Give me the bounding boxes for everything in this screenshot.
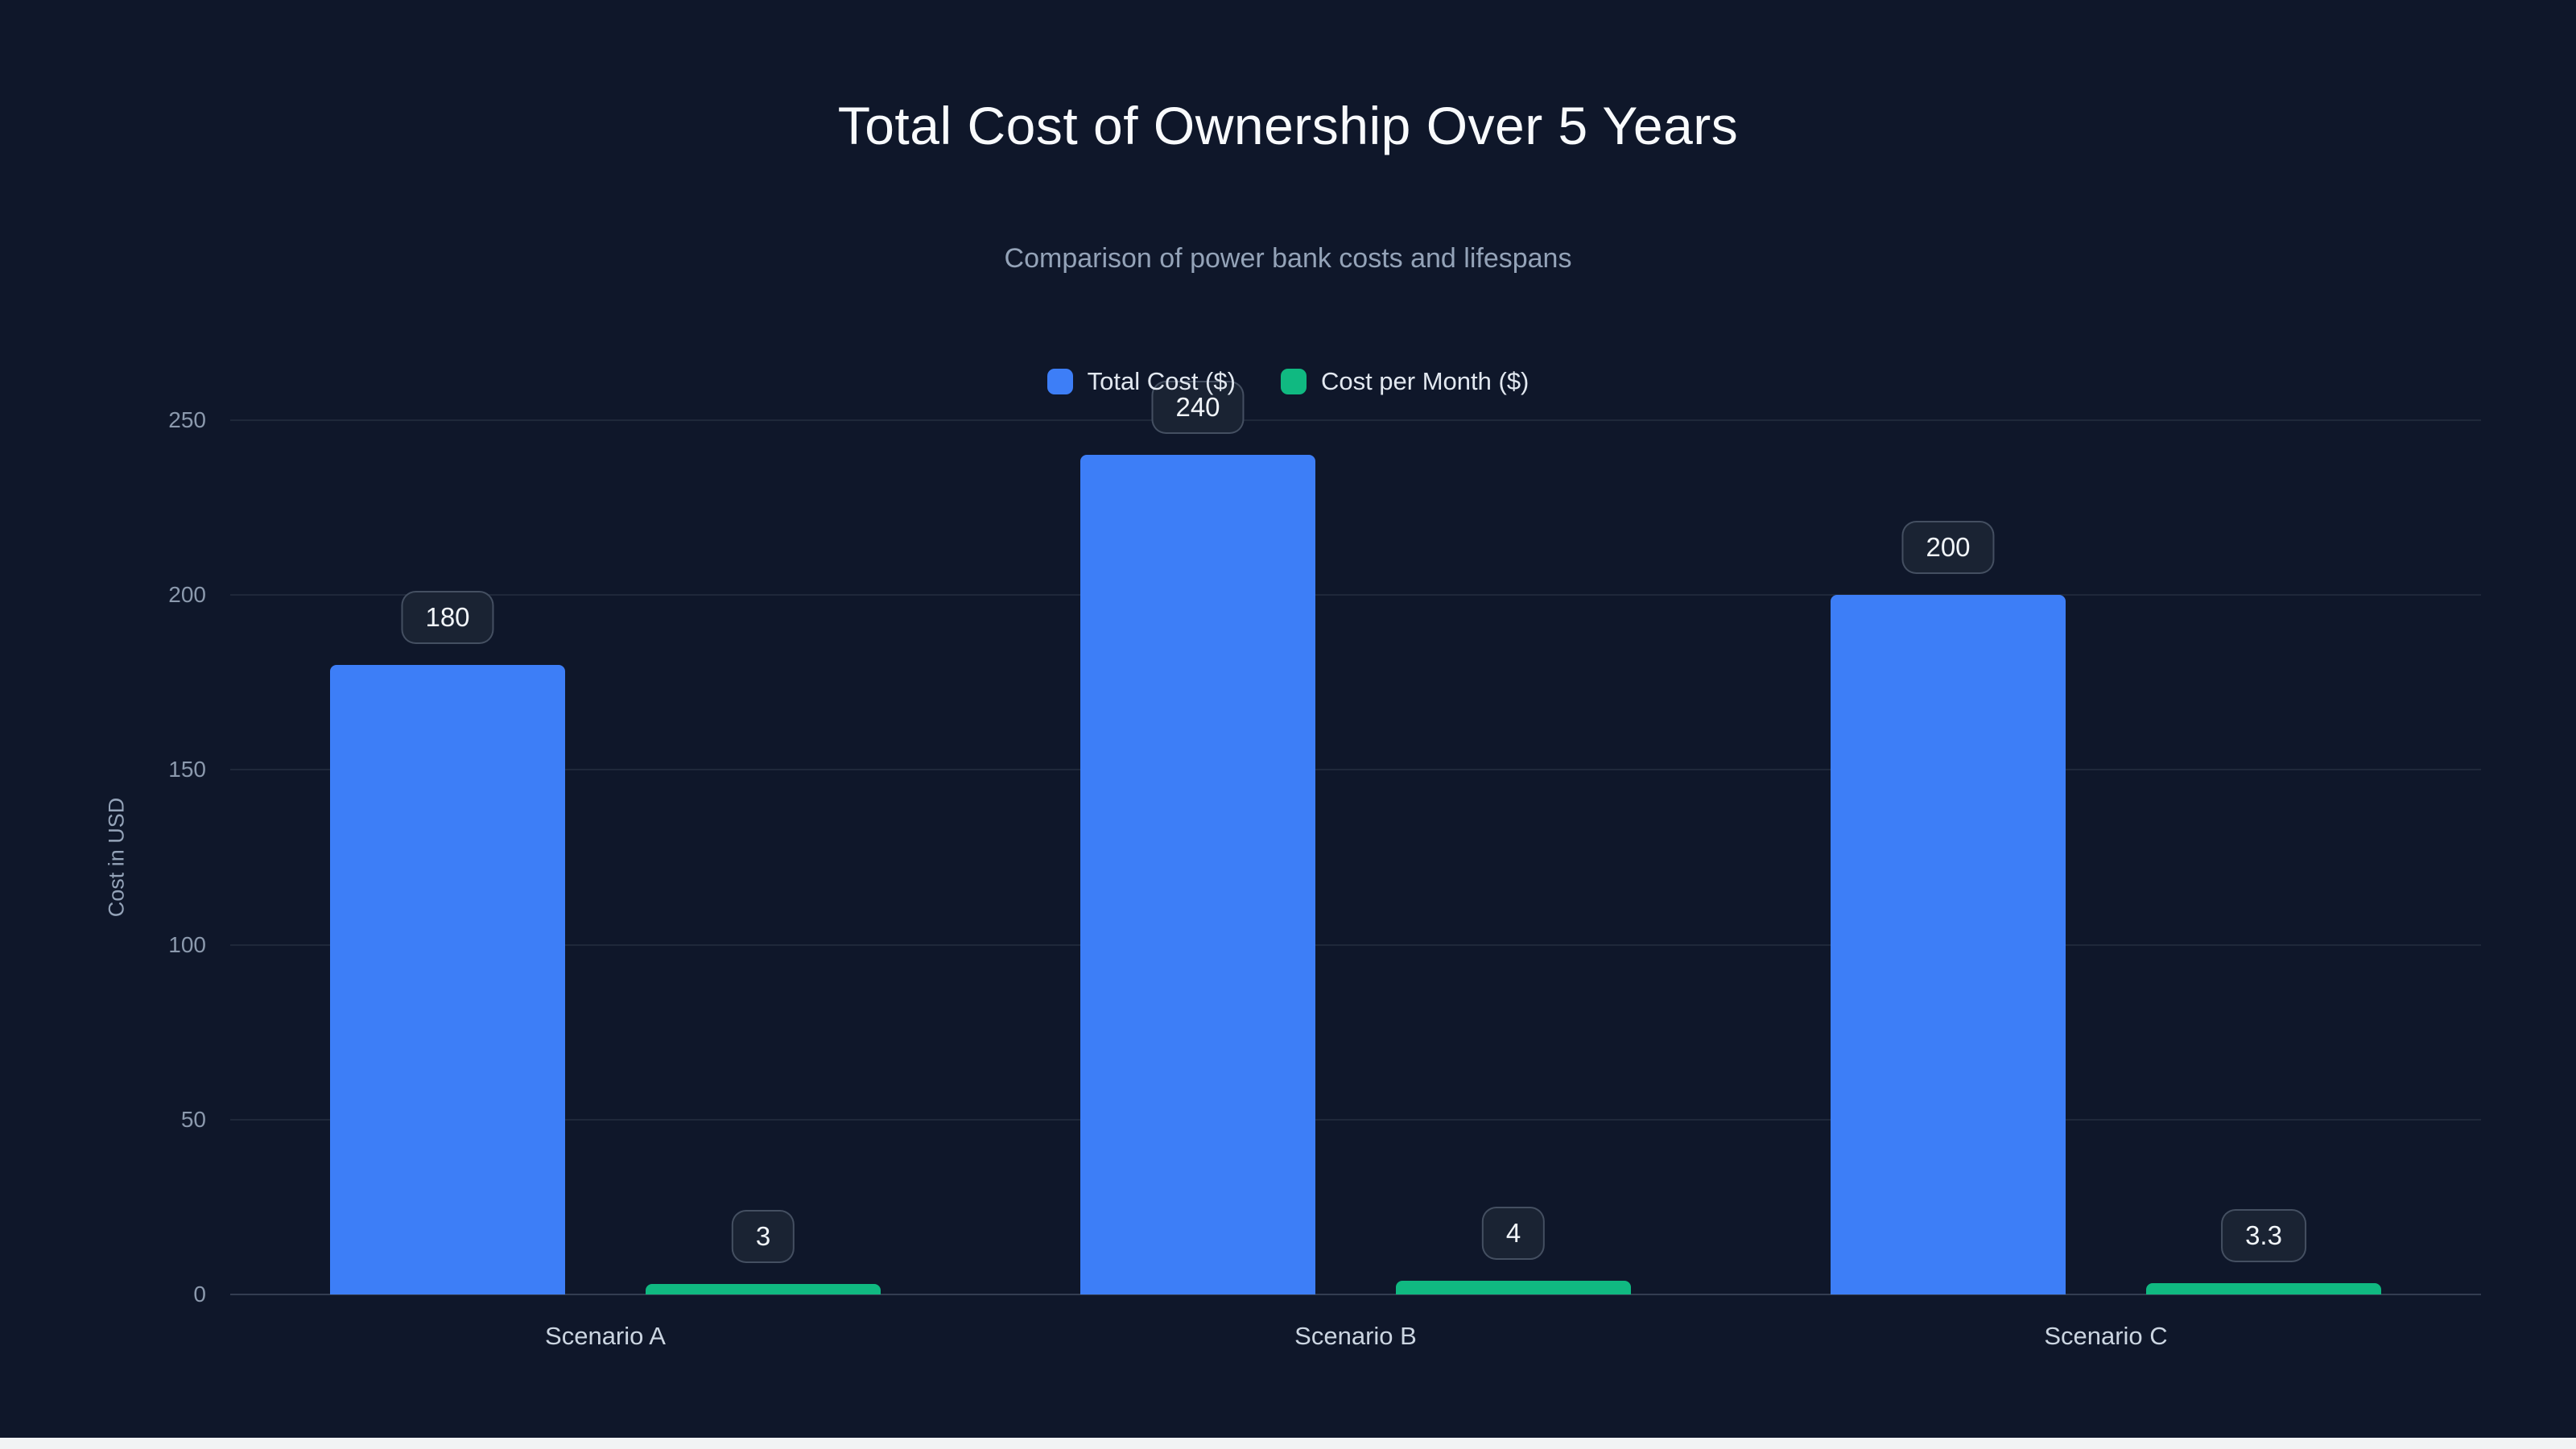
y-tick-label: 100 <box>168 931 206 957</box>
legend-swatch-icon <box>1046 369 1073 394</box>
bar-group-scenario-b: 240 4 <box>980 381 1731 1294</box>
y-tick-label: 50 <box>180 1106 206 1132</box>
x-axis-label-scenario-a: Scenario A <box>545 1322 666 1350</box>
x-axis-label-scenario-c: Scenario C <box>2044 1322 2168 1350</box>
y-tick-label: 150 <box>168 757 206 782</box>
value-label: 180 <box>401 591 494 645</box>
gridline <box>230 1118 2481 1121</box>
bar-cost-per-month-scenario-c[interactable]: 3.3 <box>2146 1208 2381 1294</box>
bar-group-scenario-a: 180 3 <box>230 420 980 1294</box>
y-ticks: 0 50 100 150 200 250 <box>0 407 206 1307</box>
legend-swatch-icon <box>1280 369 1307 394</box>
page-bottom-strip <box>0 1438 2576 1449</box>
bar-total-cost-scenario-b[interactable]: 240 <box>1080 381 1315 1294</box>
y-tick-label: 200 <box>168 582 206 608</box>
gridline <box>230 594 2481 597</box>
gridline <box>230 419 2481 421</box>
bar-total-cost-scenario-a[interactable]: 180 <box>330 591 565 1294</box>
legend-label: Total Cost ($) <box>1087 367 1236 395</box>
chart-plot-area: 180 3 240 4 200 3.3 <box>230 381 2481 1295</box>
bar-group-scenario-c: 200 3.3 <box>1731 420 2481 1294</box>
value-label: 240 <box>1151 381 1245 435</box>
value-label: 3.3 <box>2221 1208 2306 1262</box>
x-labels: Scenario A Scenario B Scenario C <box>230 1322 2481 1351</box>
x-axis-label-scenario-b: Scenario B <box>1294 1322 1417 1350</box>
gridlines <box>230 419 2481 1295</box>
bar-cost-per-month-scenario-b[interactable]: 4 <box>1396 1206 1631 1294</box>
plot-bars: 180 3 240 4 200 3.3 <box>230 381 2481 1294</box>
chart-title: Total Cost of Ownership Over 5 Years <box>837 96 1739 155</box>
gridline <box>230 769 2481 771</box>
y-tick-label: 0 <box>193 1282 206 1307</box>
legend-item-cost-per-month[interactable]: Cost per Month ($) <box>1280 367 1530 396</box>
chart-subtitle: Comparison of power bank costs and lifes… <box>1004 243 1572 274</box>
bar-cost-per-month-scenario-a[interactable]: 3 <box>646 1209 881 1294</box>
legend-label: Cost per Month ($) <box>1320 367 1530 395</box>
value-label: 3 <box>731 1209 795 1263</box>
gridline <box>230 943 2481 946</box>
gridline <box>230 1294 2481 1295</box>
y-tick-label: 250 <box>168 407 206 432</box>
value-label: 4 <box>1481 1206 1546 1260</box>
value-label: 200 <box>1901 521 1995 575</box>
bar-total-cost-scenario-c[interactable]: 200 <box>1831 521 2066 1294</box>
legend: Total Cost ($) Cost per Month ($) <box>0 367 2576 396</box>
legend-item-total-cost[interactable]: Total Cost ($) <box>1046 367 1236 396</box>
